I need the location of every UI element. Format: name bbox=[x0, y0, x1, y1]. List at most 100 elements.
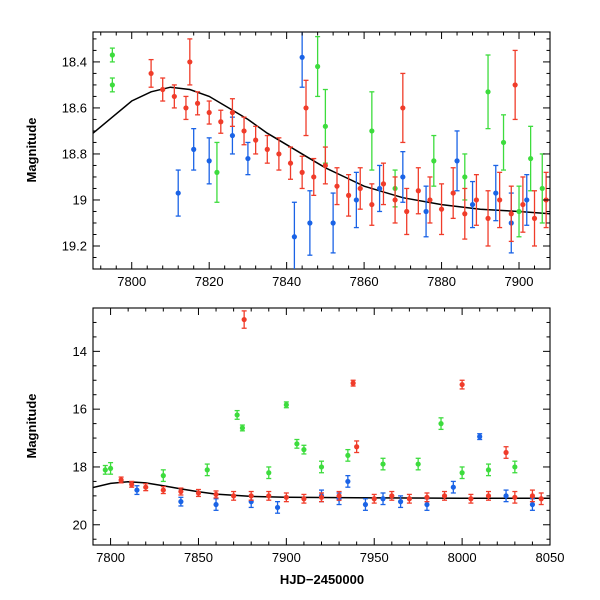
data-point bbox=[459, 381, 465, 388]
data-point bbox=[191, 146, 197, 152]
data-point bbox=[299, 169, 305, 175]
data-point bbox=[404, 208, 410, 215]
data-point bbox=[469, 201, 476, 208]
bottom-data-layer bbox=[93, 310, 550, 514]
y-tick-label: 19.2 bbox=[62, 238, 87, 253]
data-point bbox=[264, 146, 270, 152]
data-point bbox=[183, 105, 189, 111]
data-point bbox=[107, 465, 114, 472]
data-point bbox=[318, 464, 325, 470]
data-point bbox=[520, 201, 526, 208]
data-point bbox=[346, 192, 352, 198]
data-point bbox=[299, 54, 305, 60]
data-point bbox=[524, 197, 530, 203]
data-point bbox=[266, 493, 272, 499]
data-point bbox=[276, 151, 282, 157]
data-point bbox=[143, 484, 149, 490]
data-point bbox=[345, 452, 351, 459]
data-point bbox=[194, 100, 201, 106]
top-data-layer bbox=[93, 32, 550, 269]
data-point bbox=[406, 496, 412, 502]
y-tick-label: 18.8 bbox=[62, 146, 87, 161]
data-point bbox=[512, 82, 518, 88]
data-point bbox=[239, 425, 246, 431]
data-point bbox=[178, 499, 184, 505]
x-tick-label: 7840 bbox=[272, 274, 301, 289]
data-point bbox=[330, 220, 336, 226]
data-point bbox=[529, 501, 536, 508]
data-point bbox=[241, 316, 247, 323]
data-point bbox=[485, 89, 491, 95]
y-tick-label: 19 bbox=[73, 192, 87, 207]
data-point bbox=[415, 461, 421, 467]
bottom-plot-frame bbox=[92, 307, 551, 546]
data-point bbox=[213, 501, 219, 508]
data-point bbox=[206, 109, 212, 116]
bottom-axes: 7800 7850 7900 7950 8000 8050 14 16 18 20 bbox=[73, 307, 564, 565]
data-point bbox=[353, 197, 359, 203]
data-point bbox=[362, 501, 369, 508]
data-point bbox=[531, 215, 538, 221]
data-point bbox=[500, 139, 507, 146]
data-point bbox=[311, 174, 317, 180]
data-point bbox=[336, 493, 342, 499]
data-point bbox=[318, 494, 325, 500]
x-tick-label: 7950 bbox=[360, 550, 389, 565]
data-point bbox=[503, 449, 509, 456]
data-point bbox=[213, 491, 219, 498]
data-point bbox=[473, 197, 480, 203]
data-point bbox=[109, 82, 115, 88]
data-point bbox=[218, 119, 224, 125]
x-tick-label: 7800 bbox=[96, 550, 125, 565]
data-point bbox=[322, 162, 328, 169]
x-tick-label: 7800 bbox=[117, 274, 146, 289]
x-axis-label: HJD−2450000 bbox=[280, 572, 364, 587]
data-point bbox=[462, 174, 468, 180]
data-point bbox=[450, 190, 456, 196]
data-point bbox=[424, 501, 430, 508]
data-point bbox=[454, 158, 460, 164]
y-tick-label: 18 bbox=[73, 459, 87, 474]
top-axes: 7800 7820 7840 7860 7880 7900 18.4 18.6 18.8 19 19… bbox=[62, 32, 551, 289]
data-point bbox=[400, 105, 406, 111]
data-point bbox=[231, 493, 237, 499]
top-plot-frame bbox=[92, 31, 551, 270]
data-point bbox=[175, 190, 181, 196]
data-point bbox=[301, 496, 307, 502]
data-point bbox=[380, 461, 386, 467]
data-point bbox=[129, 481, 135, 487]
x-tick-label: 7900 bbox=[272, 550, 301, 565]
data-point bbox=[334, 183, 340, 189]
data-point bbox=[493, 190, 499, 196]
x-tick-label: 7850 bbox=[184, 550, 213, 565]
data-point bbox=[287, 160, 294, 166]
data-point bbox=[450, 484, 456, 490]
data-point bbox=[214, 169, 220, 175]
data-point bbox=[283, 402, 289, 408]
data-point bbox=[234, 412, 240, 418]
model-curve bbox=[93, 86, 550, 215]
data-point bbox=[485, 467, 492, 473]
y-tick-label: 18.6 bbox=[62, 100, 87, 115]
data-point bbox=[266, 470, 272, 476]
data-point bbox=[477, 434, 483, 440]
data-point bbox=[512, 464, 518, 470]
data-point bbox=[392, 197, 398, 203]
y-tick-label: 16 bbox=[73, 402, 87, 417]
data-point bbox=[322, 123, 328, 129]
data-point bbox=[274, 504, 281, 511]
data-point bbox=[508, 211, 514, 217]
top-panel: 7800 7820 7840 7860 7880 7900 18.4 18.6 18.8 19 19… bbox=[24, 31, 551, 289]
data-point bbox=[253, 137, 259, 143]
data-point bbox=[301, 447, 307, 453]
data-point bbox=[148, 70, 154, 77]
data-point bbox=[118, 477, 124, 483]
data-point bbox=[371, 496, 377, 502]
data-point bbox=[354, 444, 360, 450]
data-point bbox=[400, 174, 406, 180]
y-tick-label: 18.4 bbox=[62, 54, 87, 69]
bottom-panel: 7800 7850 7900 7950 8000 8050 14 16 18 20 Magnitu… bbox=[24, 307, 564, 587]
bottom-y-axis-label: Magnitude bbox=[24, 394, 39, 459]
data-point bbox=[160, 487, 166, 493]
